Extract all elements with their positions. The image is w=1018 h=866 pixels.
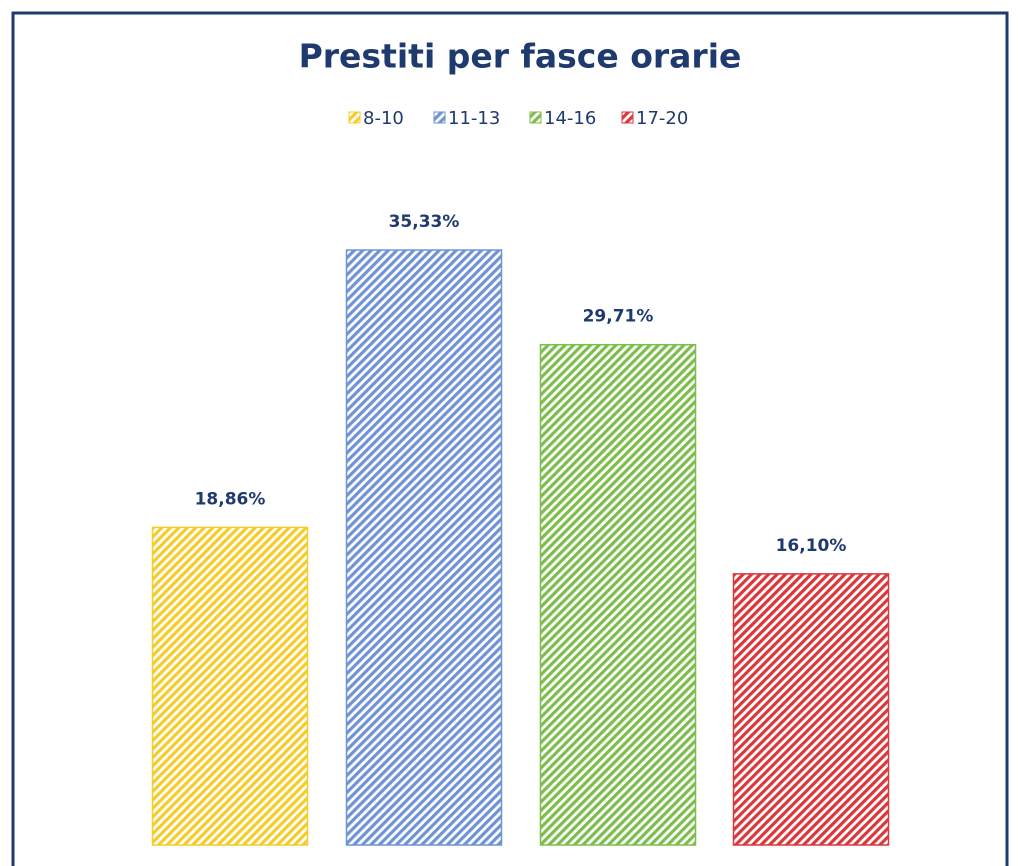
legend-swatch: [348, 111, 361, 124]
legend-label: 17-20: [636, 108, 688, 129]
bar: [151, 526, 309, 846]
legend-label: 14-16: [544, 108, 596, 129]
chart-title: Prestiti per fasce orarie: [299, 37, 742, 76]
bar: [732, 573, 890, 846]
bar: [345, 249, 503, 846]
value-label: 29,71%: [583, 307, 654, 327]
value-label: 16,10%: [776, 536, 847, 556]
legend-label: 11-13: [448, 108, 500, 129]
legend-label: 8-10: [363, 108, 404, 129]
legend-swatch: [621, 111, 634, 124]
bar: [539, 343, 697, 846]
legend-swatch: [433, 111, 446, 124]
value-label: 18,86%: [195, 489, 266, 509]
legend-swatch: [529, 111, 542, 124]
chart-frame: [11, 11, 1009, 866]
value-label: 35,33%: [389, 212, 460, 232]
